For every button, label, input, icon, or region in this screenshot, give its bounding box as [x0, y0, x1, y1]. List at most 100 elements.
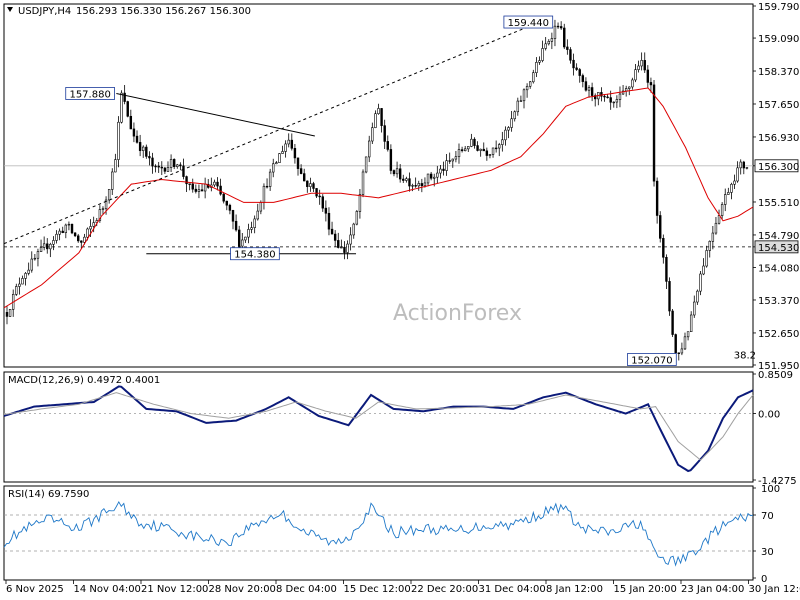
- candle-body: [717, 215, 721, 224]
- candle-body: [569, 49, 572, 61]
- candle-body: [120, 92, 123, 123]
- macd-label: MACD(12,26,9) 0.4972 0.4001: [8, 375, 160, 386]
- candle-body: [15, 286, 18, 295]
- rsi-label: RSI(14) 69.7590: [8, 489, 89, 500]
- candle-body: [86, 228, 89, 238]
- candle-body: [559, 26, 563, 29]
- candle-body: [200, 189, 204, 192]
- candle-body: [145, 146, 148, 157]
- candle-body: [315, 188, 318, 197]
- candle-body: [27, 269, 30, 274]
- candle-body: [172, 159, 176, 167]
- candle-body: [241, 239, 244, 247]
- candle-body: [553, 25, 557, 39]
- price-axis-label: 151.950: [758, 361, 799, 372]
- ohlc-label: 156.293 156.330 156.267 156.300: [76, 6, 251, 17]
- price-axis-label: 153.370: [758, 296, 799, 307]
- collapse-arrow-icon[interactable]: [7, 7, 13, 12]
- candle-body: [321, 196, 324, 209]
- candle-body: [281, 151, 284, 154]
- candle-body: [188, 183, 191, 185]
- candle-body: [640, 60, 643, 67]
- candle-body: [677, 352, 680, 354]
- candle-body: [228, 204, 232, 211]
- candle-body: [485, 150, 489, 156]
- candle-body: [30, 258, 33, 271]
- candle-body: [609, 97, 612, 103]
- candle-body: [346, 243, 349, 253]
- candle-body: [395, 168, 399, 175]
- candle-body: [160, 166, 163, 169]
- price-axis-label: 154.080: [758, 263, 799, 274]
- candle-body: [581, 75, 585, 82]
- candle-body: [680, 348, 684, 354]
- candle-body: [460, 149, 464, 152]
- candle-body: [389, 149, 393, 171]
- price-axis-label: 159.790: [758, 2, 799, 13]
- candle-body: [77, 235, 80, 242]
- time-axis-label: 15 Jan 20:00: [614, 584, 677, 595]
- candle-body: [244, 236, 247, 241]
- candle-body: [318, 195, 321, 198]
- candle-body: [237, 229, 241, 247]
- candle-body: [628, 86, 631, 89]
- candle-body: [306, 180, 309, 187]
- candle-body: [163, 167, 167, 172]
- rsi-axis: 100 70 30 0: [753, 484, 780, 585]
- candle-body: [510, 118, 513, 128]
- candle-body: [98, 209, 102, 221]
- candle-body: [89, 226, 92, 230]
- time-axis-label: 6 Nov 2025: [6, 584, 64, 595]
- price-axis-label: 158.370: [758, 67, 799, 78]
- candle-body: [8, 309, 12, 317]
- candle-body: [439, 168, 442, 174]
- candle-body: [268, 171, 272, 187]
- candle-body: [618, 93, 622, 100]
- candle-body: [349, 234, 352, 245]
- candle-body: [621, 90, 625, 95]
- candle-body: [73, 232, 77, 237]
- candle-body: [176, 164, 179, 167]
- candle-body: [702, 265, 705, 275]
- support-level-box: [754, 240, 799, 254]
- candle-body: [600, 92, 603, 97]
- candle-body: [191, 183, 194, 190]
- macd-signal-line: [3, 392, 754, 461]
- candle-body: [380, 108, 383, 126]
- candle-body: [231, 210, 235, 222]
- candle-body: [52, 240, 55, 245]
- price-annotation-label: 152.070: [631, 356, 672, 367]
- candle-body: [473, 138, 476, 146]
- price-content: 157.880 154.380 159.440 152.070 38.2: [3, 15, 756, 367]
- candle-body: [374, 113, 377, 128]
- candle-body: [538, 60, 541, 63]
- candle-body: [566, 46, 569, 50]
- candle-body: [24, 273, 27, 279]
- candle-body: [203, 183, 207, 192]
- candle-body: [491, 147, 495, 155]
- candle-body: [705, 250, 708, 267]
- candle-body: [392, 170, 396, 175]
- candle-body: [104, 199, 108, 210]
- candle-body: [594, 95, 597, 100]
- candle-body: [272, 163, 275, 173]
- price-axis-label: 155.510: [758, 198, 799, 209]
- candle-body: [674, 334, 677, 354]
- candle-body: [442, 168, 445, 171]
- candle-body: [114, 159, 117, 173]
- candle-body: [590, 87, 594, 96]
- candle-body: [36, 251, 40, 259]
- candle-body: [742, 161, 746, 169]
- candle-body: [420, 183, 424, 187]
- candle-body: [398, 168, 402, 180]
- time-axis-label: 28 Nov 20:00: [209, 584, 276, 595]
- candle-body: [111, 171, 114, 190]
- candle-body: [259, 202, 263, 212]
- candle-body: [733, 180, 736, 185]
- candle-body: [278, 153, 281, 163]
- candle-body: [361, 171, 365, 195]
- candle-body: [364, 156, 368, 173]
- candle-body: [671, 310, 674, 335]
- candle-body: [482, 148, 485, 152]
- candle-body: [368, 140, 371, 158]
